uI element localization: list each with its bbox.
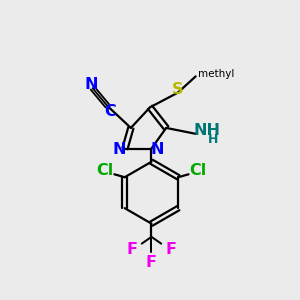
Text: N: N	[84, 77, 98, 92]
Text: S: S	[172, 82, 184, 97]
Text: methyl: methyl	[198, 69, 234, 79]
Text: F: F	[146, 255, 157, 270]
Text: C: C	[104, 103, 116, 118]
Text: N: N	[112, 142, 126, 157]
Text: Cl: Cl	[96, 163, 113, 178]
Text: F: F	[166, 242, 177, 257]
Text: H: H	[208, 133, 218, 146]
Text: Cl: Cl	[190, 163, 207, 178]
Text: N: N	[151, 142, 164, 157]
Text: F: F	[126, 242, 137, 257]
Text: NH: NH	[193, 123, 220, 138]
